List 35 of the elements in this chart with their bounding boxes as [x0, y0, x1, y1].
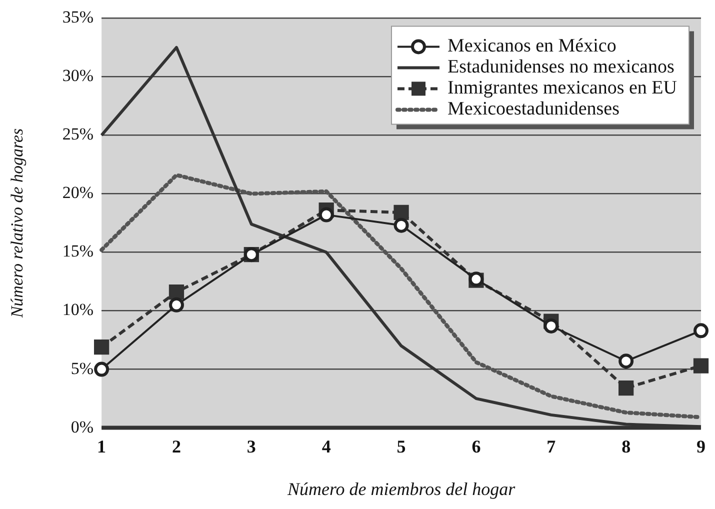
- point: [694, 323, 708, 338]
- x-tick-label: 3: [246, 436, 256, 456]
- point: [168, 297, 184, 312]
- legend-label: Mexicoestadunidenses: [447, 98, 620, 120]
- point: [94, 362, 110, 377]
- x-tick-label: 2: [172, 436, 181, 456]
- x-tick-label: 6: [472, 436, 481, 456]
- x-tick-label: 9: [696, 436, 706, 456]
- y-tick-label: 20%: [62, 183, 94, 202]
- y-tick-label: 5%: [70, 358, 94, 378]
- point: [394, 204, 409, 220]
- y-tick-label: 0%: [70, 417, 94, 436]
- point: [544, 318, 559, 334]
- point: [394, 218, 409, 233]
- x-tick-label: 7: [546, 436, 556, 456]
- y-tick-label: 25%: [62, 124, 94, 144]
- y-tick-label: 30%: [62, 66, 94, 86]
- point: [318, 207, 334, 222]
- y-tick-label: 15%: [62, 242, 94, 261]
- y-axis-title: Número relativo de hogares: [8, 128, 27, 319]
- x-tick-label: 1: [97, 436, 106, 456]
- point: [94, 339, 110, 355]
- point: [618, 354, 634, 369]
- legend-label: Mexicanos en México: [447, 36, 616, 57]
- x-axis-title: Número de miembros del hogar: [286, 478, 516, 499]
- point: [168, 284, 184, 300]
- y-tick-label: 35%: [62, 8, 94, 27]
- point: [618, 380, 634, 396]
- x-tick-label: 5: [396, 436, 406, 456]
- legend-label: Estadunidenses no mexicanos: [447, 56, 674, 78]
- legend-label: Inmigrantes mexicanos en EU: [447, 78, 678, 99]
- x-tick-label: 4: [322, 436, 331, 456]
- x-tick-label: 8: [622, 436, 631, 456]
- point: [693, 358, 709, 374]
- y-tick-label: 10%: [62, 300, 94, 320]
